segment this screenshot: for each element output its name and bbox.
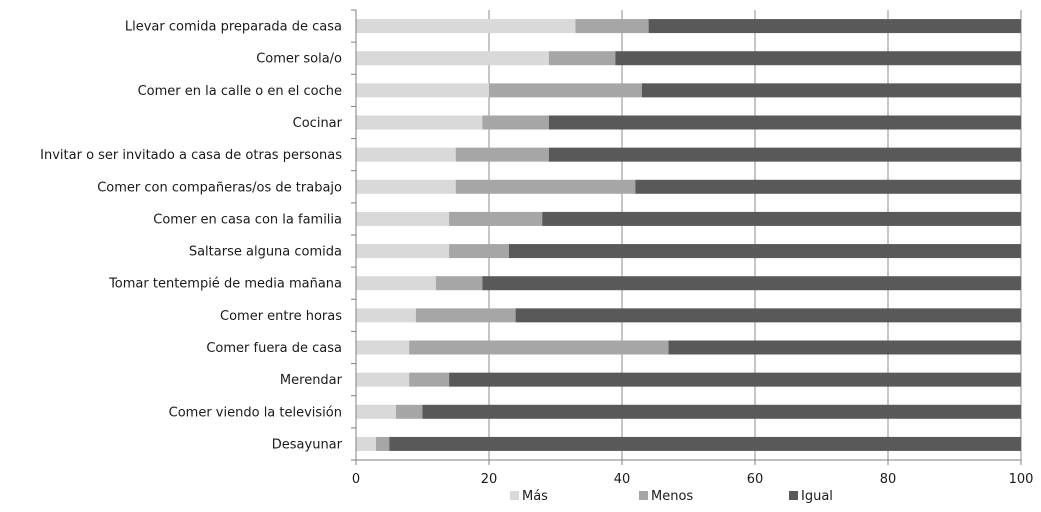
bar-segment-menos [409, 372, 450, 387]
bar-segment-igual [482, 276, 1022, 291]
bar-segment-igual [542, 211, 1021, 226]
category-label: Invitar o ser invitado a casa de otras p… [40, 148, 342, 163]
bar-segment-menos [449, 244, 509, 259]
bar-segment-más [356, 19, 576, 34]
bar-segment-más [356, 276, 436, 291]
x-tick-label: 80 [880, 472, 897, 487]
bar-segment-igual [641, 83, 1021, 98]
bar-segment-igual [422, 404, 1021, 419]
gridlines [351, 9, 1022, 465]
legend-swatch-igual [789, 491, 798, 500]
bar-segment-menos [395, 404, 423, 419]
category-label: Comer con compañeras/os de trabajo [97, 180, 342, 195]
bar-segment-igual [548, 147, 1021, 162]
bar-segment-más [356, 372, 410, 387]
category-label: Desayunar [272, 437, 343, 452]
axes [355, 10, 1021, 461]
bar-segment-igual [449, 372, 1022, 387]
bar-segment-igual [615, 51, 1021, 66]
bar-segment-igual [635, 179, 1021, 194]
bar-segment-más [356, 340, 410, 355]
x-tick-label: 20 [481, 472, 498, 487]
legend: Más Menos Igual [510, 489, 833, 504]
x-tick-labels: 0 20 40 60 80 100 [352, 472, 1034, 487]
category-label: Comer viendo la televisión [169, 405, 342, 420]
bar-segment-igual [515, 308, 1021, 323]
legend-label: Menos [651, 489, 693, 504]
bar-segment-menos [455, 179, 636, 194]
legend-label: Igual [801, 489, 833, 504]
x-tick-label: 40 [614, 472, 631, 487]
bar-segment-menos [409, 340, 669, 355]
bar-segment-más [356, 147, 456, 162]
category-label: Cocinar [293, 116, 343, 131]
bar-segment-menos [415, 308, 516, 323]
x-tick-label: 60 [747, 472, 764, 487]
bar-segment-más [356, 244, 450, 259]
bars [356, 19, 1022, 451]
bar-segment-más [356, 404, 396, 419]
category-label: Merendar [280, 373, 343, 388]
category-label: Saltarse alguna comida [189, 245, 342, 260]
category-label: Comer entre horas [220, 309, 342, 324]
bar-segment-más [356, 51, 549, 66]
bar-segment-igual [389, 436, 1021, 451]
category-label: Tomar tentempié de media mañana [108, 277, 342, 292]
category-label: Comer fuera de casa [206, 341, 342, 356]
x-tick-label: 100 [1009, 472, 1034, 487]
category-label: Comer sola/o [256, 52, 342, 67]
legend-swatch-más [510, 491, 519, 500]
bar-segment-más [356, 83, 489, 98]
bar-segment-igual [548, 115, 1021, 130]
bar-segment-menos [449, 211, 543, 226]
bar-segment-más [356, 115, 483, 130]
bar-segment-igual [668, 340, 1021, 355]
bar-segment-más [356, 436, 376, 451]
category-label: Comer en casa con la familia [153, 212, 342, 227]
category-labels: Llevar comida preparada de casa Comer sol… [40, 20, 342, 453]
x-tick-label: 0 [352, 472, 360, 487]
bar-segment-igual [508, 244, 1021, 259]
bar-segment-más [356, 179, 456, 194]
category-label: Llevar comida preparada de casa [125, 20, 342, 35]
bar-segment-menos [375, 436, 390, 451]
bar-segment-menos [575, 19, 649, 34]
bar-segment-igual [648, 19, 1021, 34]
category-label: Comer en la calle o en el coche [138, 84, 342, 99]
legend-label: Más [522, 489, 548, 504]
bar-segment-más [356, 211, 450, 226]
bar-segment-menos [489, 83, 642, 98]
bar-segment-menos [435, 276, 483, 291]
bar-segment-más [356, 308, 416, 323]
bar-segment-menos [548, 51, 616, 66]
legend-swatch-menos [639, 491, 648, 500]
bar-segment-menos [455, 147, 549, 162]
bar-segment-menos [482, 115, 549, 130]
